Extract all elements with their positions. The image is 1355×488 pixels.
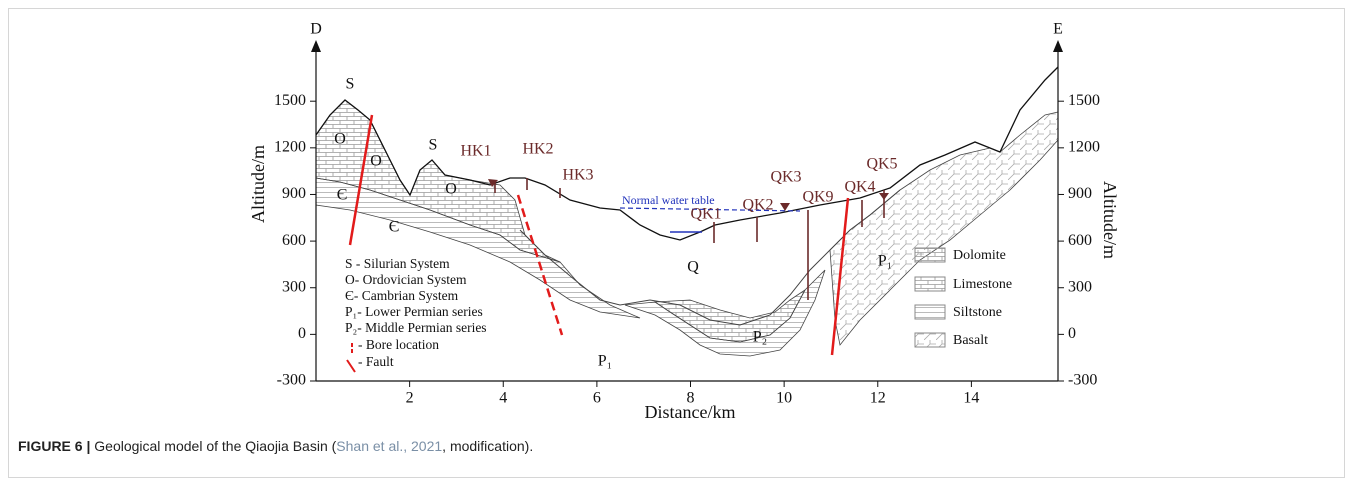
stratum-label: S <box>346 76 355 93</box>
x-tick-label: 8 <box>687 390 695 407</box>
permian-lower-band <box>624 269 826 357</box>
figure-frame <box>8 8 1345 478</box>
legend-limestone <box>914 276 946 292</box>
y-tick-label: 1200 <box>274 139 306 156</box>
bore-label: QK3 <box>770 169 801 186</box>
lithology-label: Siltstone <box>953 305 1002 320</box>
x-tick-label: 14 <box>963 390 979 407</box>
legend-entry: - Bore location <box>358 337 439 352</box>
caption-text: Geological model of the Qiaojia Basin ( <box>94 438 337 454</box>
right-label: E <box>1053 21 1063 38</box>
x-tick-label: 2 <box>406 390 414 407</box>
stratum-label: O <box>334 131 346 148</box>
y-tick-label: 300 <box>282 278 306 295</box>
arrow <box>1053 40 1063 52</box>
bore-label: HK1 <box>460 143 491 160</box>
bore-label: QK2 <box>742 197 773 214</box>
legend-entry: P₁- Lower Permian series <box>345 304 483 319</box>
y-tick-label: 900 <box>282 185 306 202</box>
y-tick-label: 600 <box>282 232 306 249</box>
legend-fault <box>346 359 356 373</box>
x-tick-label: 10 <box>776 390 792 407</box>
y-tick-label-right: 300 <box>1068 278 1092 295</box>
bore-label: QK4 <box>844 179 875 196</box>
stratum-label: Q <box>687 259 699 276</box>
x-tick-label: 12 <box>870 390 886 407</box>
y-tick-label-right: 900 <box>1068 185 1092 202</box>
y-tick-label-right: 1200 <box>1068 139 1100 156</box>
legend-basalt <box>914 332 946 348</box>
legend-entry: O- Ordovician System <box>345 272 467 287</box>
stratum-label: S <box>429 137 438 154</box>
lithology-label: Basalt <box>953 333 988 348</box>
bore-label: QK1 <box>690 206 721 223</box>
stratum-label: O <box>445 181 457 198</box>
ground-surface <box>315 66 1059 241</box>
legend-entry: Є- Cambrian System <box>345 288 459 303</box>
stratum-label: Є <box>337 187 348 204</box>
x-tick-label: 6 <box>593 390 601 407</box>
bore-label: QK9 <box>802 189 833 206</box>
lithology-label: Limestone <box>953 277 1012 292</box>
fault <box>830 197 850 356</box>
legend-entry: - Fault <box>358 354 394 369</box>
stratum-label: P₂ <box>753 329 767 346</box>
q-base <box>519 189 901 326</box>
water-table-label: Normal water table <box>622 193 715 207</box>
caption: FIGURE 6 | Geological model of the Qiaoj… <box>18 438 533 454</box>
ordovician-band <box>315 99 561 263</box>
bore-label: HK3 <box>562 167 593 184</box>
stratum-label: O <box>370 153 382 170</box>
fault <box>516 194 564 336</box>
legend-siltstone <box>914 304 946 320</box>
fault <box>348 114 374 246</box>
caption-end: , modification). <box>442 438 534 454</box>
stratum-label: P₁ <box>598 353 612 370</box>
cambrian-band <box>315 177 641 319</box>
water-table <box>619 207 801 212</box>
left-label: D <box>310 21 322 38</box>
bore-label: QK5 <box>866 156 897 173</box>
legend-entry: S - Silurian System <box>345 256 450 271</box>
bore-arrows <box>488 179 889 211</box>
y-tick-label-right: 1500 <box>1068 92 1100 109</box>
y-tick-label: -300 <box>277 372 306 389</box>
stratum-label: P₁ <box>878 253 892 270</box>
citation[interactable]: Shan et al., 2021 <box>336 438 443 454</box>
lithology-label: Dolomite <box>953 248 1006 263</box>
x-axis-label: Distance/km <box>645 402 736 422</box>
y-tick-label-right: -300 <box>1068 372 1097 389</box>
cross-section: D E Distance/km Altitude/m Altitude/m No… <box>248 21 1120 422</box>
y-tick-label: 0 <box>298 325 306 342</box>
y-tick-label: 1500 <box>274 92 306 109</box>
legend-entry: P₂- Middle Permian series <box>345 320 487 335</box>
y-axis-label-right: Altitude/m <box>1100 181 1120 259</box>
y-tick-label-right: 600 <box>1068 232 1092 249</box>
stratum-label: Є <box>389 219 400 236</box>
arrow <box>311 40 321 52</box>
legend-dolomite <box>914 247 946 263</box>
y-tick-label-right: 0 <box>1068 325 1076 342</box>
x-tick-label: 4 <box>499 390 507 407</box>
y-axis-label: Altitude/m <box>248 145 268 223</box>
caption-label: FIGURE 6 | <box>18 438 91 454</box>
axes <box>315 50 1059 382</box>
bore-label: HK2 <box>522 141 553 158</box>
